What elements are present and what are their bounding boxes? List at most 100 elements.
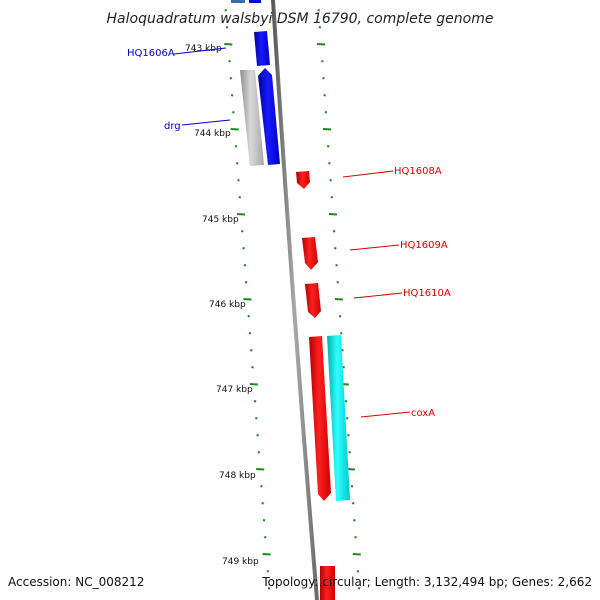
rna-feature-cyan: [327, 335, 350, 501]
gene-label-HQ1610A[interactable]: HQ1610A: [403, 288, 451, 299]
scale-tick-minor: [235, 162, 239, 165]
scale-tick-minor: [338, 315, 342, 318]
scale-tick-major: [322, 128, 332, 131]
genome-backbone: [271, 0, 319, 600]
gene-label-drg[interactable]: drg: [164, 121, 181, 132]
gene-label-HQ1609A[interactable]: HQ1609A: [400, 240, 448, 251]
scale-tick-major: [328, 213, 338, 216]
scale-tick-minor: [237, 179, 240, 182]
scale-tick-minor: [224, 9, 227, 12]
scale-tick-minor: [262, 519, 266, 522]
scale-tick-minor: [318, 26, 322, 29]
scale-tick-major: [243, 298, 252, 301]
scale-tick-minor: [329, 179, 332, 182]
scale-tick-major: [262, 553, 271, 556]
scale-tick-minor: [225, 26, 229, 29]
scale-tick-minor: [255, 417, 258, 420]
gene-label-HQ1608A[interactable]: HQ1608A: [394, 166, 442, 177]
scale-tick-minor: [353, 519, 356, 522]
scale-tick-minor: [334, 247, 337, 250]
map-title: Haloquadratum walsbyi DSM 16790, complet…: [107, 11, 494, 27]
scale-label-743: 743 kbp: [185, 44, 222, 54]
leader-HQ1606A: [173, 47, 227, 55]
scale-tick-major: [334, 298, 343, 301]
genome-summary-text: Topology: circular; Length: 3,132,494 bp…: [261, 575, 592, 589]
scale-tick-minor: [322, 77, 325, 80]
scale-tick-minor: [260, 485, 263, 488]
scale-tick-minor: [347, 434, 350, 437]
gene-cut-top-blue-b: [249, 0, 261, 3]
scale-tick-minor: [346, 417, 349, 420]
scale-tick-minor: [234, 145, 238, 148]
scale-label-749: 749 kbp: [222, 557, 259, 567]
scale-tick-minor: [267, 587, 271, 590]
scale-tick-minor: [241, 230, 244, 233]
scale-labels: 743 kbp 744 kbp 745 kbp 746 kbp 747 kbp …: [185, 44, 259, 567]
scale-tick-minor: [348, 451, 351, 454]
scale-tick-minor: [351, 502, 355, 505]
scale-label-746: 746 kbp: [209, 300, 246, 310]
scale-tick-minor: [232, 111, 235, 114]
scale-tick-minor: [330, 196, 334, 199]
scale-tick-minor: [251, 366, 254, 369]
scale-tick-minor: [357, 587, 361, 590]
scale-label-744: 744 kbp: [194, 129, 231, 139]
scale-tick-minor: [344, 400, 348, 403]
scale-tick-minor: [248, 332, 252, 335]
gene-drg-arrow: [258, 68, 280, 165]
scale-tick-minor: [324, 111, 328, 114]
scale-tick-minor: [356, 570, 360, 573]
scale-tick-minor: [335, 264, 338, 267]
scale-tick-minor: [341, 349, 344, 352]
scale-tick-minor: [350, 485, 354, 488]
scale-tick-minor: [328, 162, 331, 165]
scale-tick-minor: [261, 502, 264, 505]
scale-tick-minor: [354, 536, 357, 539]
scale-tick-minor: [326, 145, 330, 148]
scale-tick-major: [249, 383, 258, 386]
scale-tick-minor: [266, 570, 270, 573]
scale-label-748: 748 kbp: [219, 471, 256, 481]
scale-tick-minor: [342, 366, 345, 369]
scale-ticks-inner: [224, 9, 271, 590]
scale-tick-minor: [244, 281, 248, 284]
scale-tick-minor: [257, 451, 261, 454]
scale-tick-minor: [230, 94, 234, 97]
gene-label-HQ1606A[interactable]: HQ1606A: [127, 48, 175, 59]
gene-HQ1609A-arrow: [302, 237, 318, 270]
gene-HQ1608A-arrow: [296, 171, 310, 189]
scale-tick-major: [236, 213, 246, 216]
scale-tick-minor: [238, 196, 242, 199]
pseudogene-gray: [240, 70, 264, 166]
scale-tick-minor: [340, 332, 343, 335]
accession-text: Accession: NC_008212: [8, 575, 144, 589]
scale-tick-minor: [253, 400, 257, 403]
scale-tick-minor: [321, 60, 324, 63]
scale-tick-minor: [256, 434, 259, 437]
leader-drg: [181, 119, 231, 126]
scale-ticks-outer: [317, 9, 361, 590]
scale-tick-minor: [264, 536, 267, 539]
scale-tick-minor: [243, 264, 247, 267]
scale-tick-minor: [242, 247, 245, 250]
scale-label-745: 745 kbp: [202, 215, 239, 225]
scale-tick-major: [230, 128, 239, 131]
scale-tick-minor: [228, 60, 231, 63]
leader-HQ1610A: [353, 292, 403, 299]
leader-HQ1608A: [342, 170, 394, 178]
scale-tick-major: [352, 553, 361, 556]
scale-tick-major: [256, 468, 265, 471]
gene-HQ1606A-arrow: [254, 31, 270, 66]
scale-label-747: 747 kbp: [216, 385, 253, 395]
gene-label-coxA[interactable]: coxA: [411, 408, 435, 419]
scale-tick-minor: [250, 349, 253, 352]
leader-HQ1609A: [349, 244, 400, 251]
gene-coxA-arrow: [309, 336, 331, 501]
scale-tick-minor: [317, 9, 320, 12]
scale-tick-minor: [332, 230, 336, 233]
gene-cut-top-blue-a: [231, 0, 245, 3]
scale-tick-minor: [323, 94, 326, 97]
scale-tick-minor: [229, 77, 233, 80]
gene-cut-bottom-red: [320, 566, 335, 600]
